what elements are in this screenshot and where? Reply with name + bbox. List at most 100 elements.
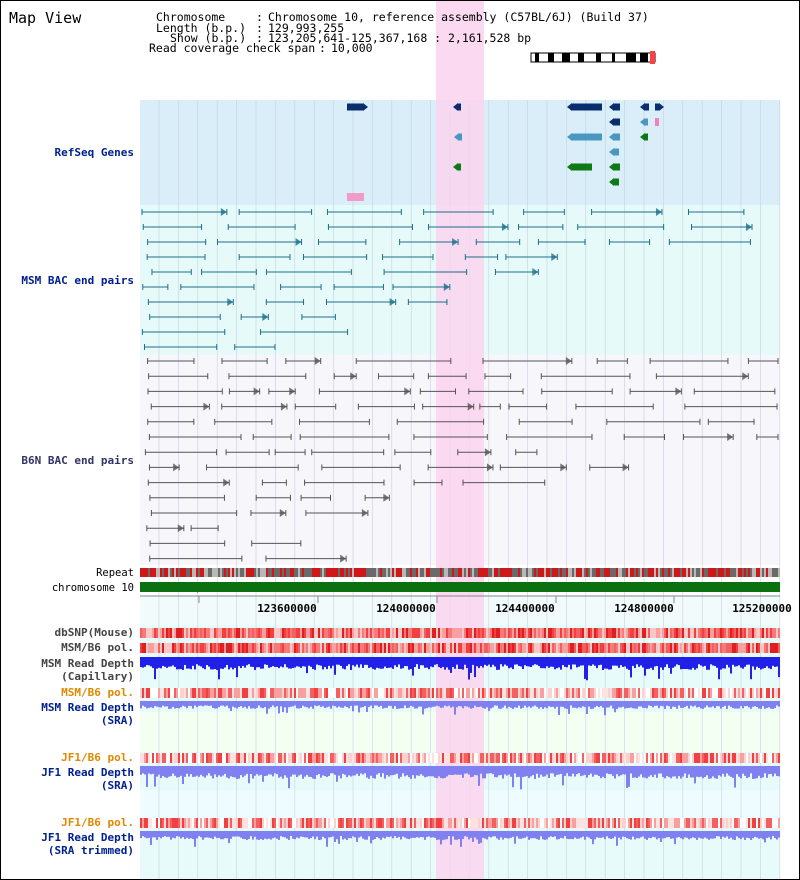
depth-bar (638, 701, 640, 707)
pol-mark (292, 753, 294, 763)
pol-mark (750, 643, 752, 653)
pol-mark (338, 643, 340, 653)
depth-bar (720, 766, 722, 777)
pol-mark (604, 818, 606, 828)
pol-mark (538, 643, 540, 653)
pol-mark (510, 753, 512, 763)
repeat-mark (560, 568, 562, 577)
pol-mark (518, 753, 520, 763)
pol-mark (700, 753, 702, 763)
pol-mark (386, 818, 388, 828)
depth-bar (660, 766, 662, 774)
pol-mark (440, 643, 442, 653)
pol-mark (360, 753, 362, 763)
pol-mark (452, 628, 454, 638)
pol-mark (646, 688, 648, 698)
pol-mark (326, 628, 328, 638)
depth-bar (490, 831, 492, 838)
depth-bar (464, 701, 466, 707)
depth-bar (198, 831, 200, 837)
depth-bar (604, 831, 606, 840)
pol-mark (716, 688, 718, 698)
jf1-depth-trimmed-track (140, 831, 780, 847)
pol-mark (604, 753, 606, 763)
pol-mark (428, 688, 430, 698)
repeat-mark (548, 568, 550, 577)
pol-mark (194, 818, 196, 828)
pol-mark (262, 643, 264, 653)
pol-mark (654, 643, 656, 653)
depth-bar (690, 766, 692, 778)
pol-mark (356, 753, 358, 763)
pol-mark (172, 818, 174, 828)
depth-bar (596, 701, 598, 706)
depth-bar (164, 831, 166, 837)
pol-mark (744, 688, 746, 698)
depth-bar (534, 831, 536, 839)
depth-bar (444, 831, 446, 840)
pol-mark (430, 688, 432, 698)
depth-bar (272, 766, 274, 777)
pol-mark (760, 753, 762, 763)
pol-mark (230, 753, 232, 763)
repeat-mark (348, 568, 350, 577)
pol-mark (164, 643, 166, 653)
depth-bar (598, 701, 600, 708)
pol-mark (220, 643, 222, 653)
depth-bar (234, 766, 236, 778)
pol-mark (630, 643, 632, 653)
pol-mark (486, 628, 488, 638)
pol-mark (726, 688, 728, 698)
depth-bar (244, 657, 246, 668)
pol-mark (158, 753, 160, 763)
pol-mark (516, 818, 518, 828)
depth-bar (430, 766, 432, 777)
pol-mark (672, 688, 674, 698)
pol-mark (394, 643, 396, 653)
gene-block (655, 118, 659, 126)
pol-mark (578, 818, 580, 828)
depth-bar (640, 657, 642, 666)
pol-mark (660, 818, 662, 828)
pol-mark (264, 753, 266, 763)
depth-bar (228, 831, 230, 844)
depth-bar (168, 831, 170, 837)
pol-mark (412, 818, 414, 828)
repeat-mark (526, 568, 528, 577)
pol-mark (562, 818, 564, 828)
pol-mark (664, 628, 666, 638)
pol-mark (456, 688, 458, 698)
pol-mark (668, 818, 670, 828)
pol-mark (376, 818, 378, 828)
pol-mark (714, 688, 716, 698)
depth-bar (226, 766, 228, 778)
pol-mark (254, 688, 256, 698)
pol-mark (680, 688, 682, 698)
depth-bar (634, 701, 636, 709)
pol-mark (676, 818, 678, 828)
depth-bar (704, 701, 706, 708)
pol-mark (548, 818, 550, 828)
repeat-mark (704, 568, 706, 577)
repeat-mark (266, 568, 268, 577)
depth-bar (290, 701, 292, 707)
repeat-mark (680, 568, 682, 577)
pol-mark (204, 688, 206, 698)
pol-mark (194, 643, 196, 653)
pol-mark (584, 818, 586, 828)
depth-bar (580, 701, 582, 708)
pol-mark (216, 688, 218, 698)
pol-mark (428, 643, 430, 653)
pol-mark (274, 628, 276, 638)
depth-bar (718, 766, 720, 776)
depth-bar (450, 701, 452, 708)
depth-bar (404, 701, 406, 706)
pol-mark (656, 643, 658, 653)
pol-mark (538, 688, 540, 698)
pol-mark (568, 818, 570, 828)
depth-bar (266, 831, 268, 840)
repeat-mark (578, 568, 580, 577)
depth-bar (762, 766, 764, 778)
